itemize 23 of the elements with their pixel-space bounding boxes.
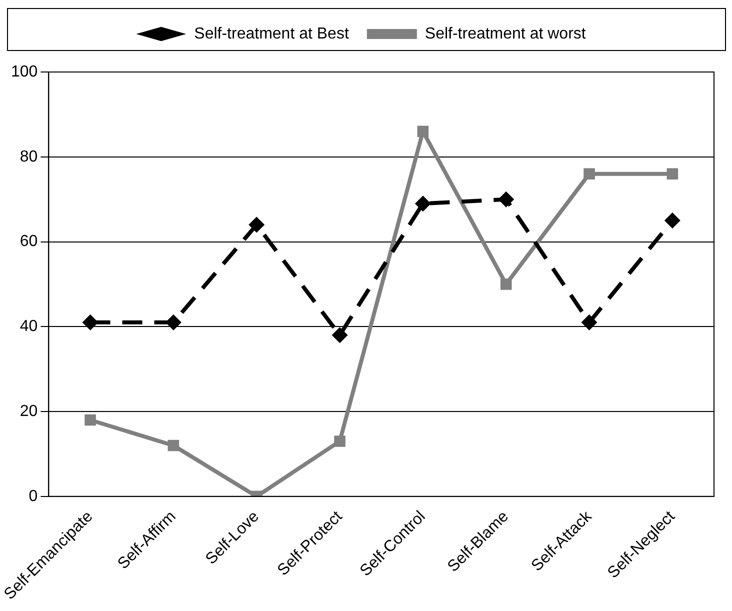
legend-label: Self-treatment at Best (194, 25, 350, 42)
point (666, 168, 678, 180)
point (248, 216, 265, 233)
legend-label: Self-treatment at worst (424, 25, 586, 42)
y-tick-label: 40 (20, 318, 38, 336)
point (498, 191, 514, 208)
point (332, 327, 348, 344)
point (168, 440, 180, 452)
y-tick-label: 80 (20, 148, 38, 166)
point (500, 278, 512, 290)
y-tick-label: 60 (20, 233, 38, 250)
point (334, 436, 346, 447)
point (584, 168, 595, 180)
point (664, 212, 680, 229)
point (414, 196, 431, 212)
point (165, 314, 182, 330)
y-tick-label: 20 (20, 402, 38, 420)
point (417, 126, 429, 138)
y-tick-label: 0 (28, 488, 38, 505)
point (84, 414, 96, 426)
point (82, 314, 98, 330)
point (581, 314, 598, 330)
y-tick-label: 100 (10, 63, 38, 80)
